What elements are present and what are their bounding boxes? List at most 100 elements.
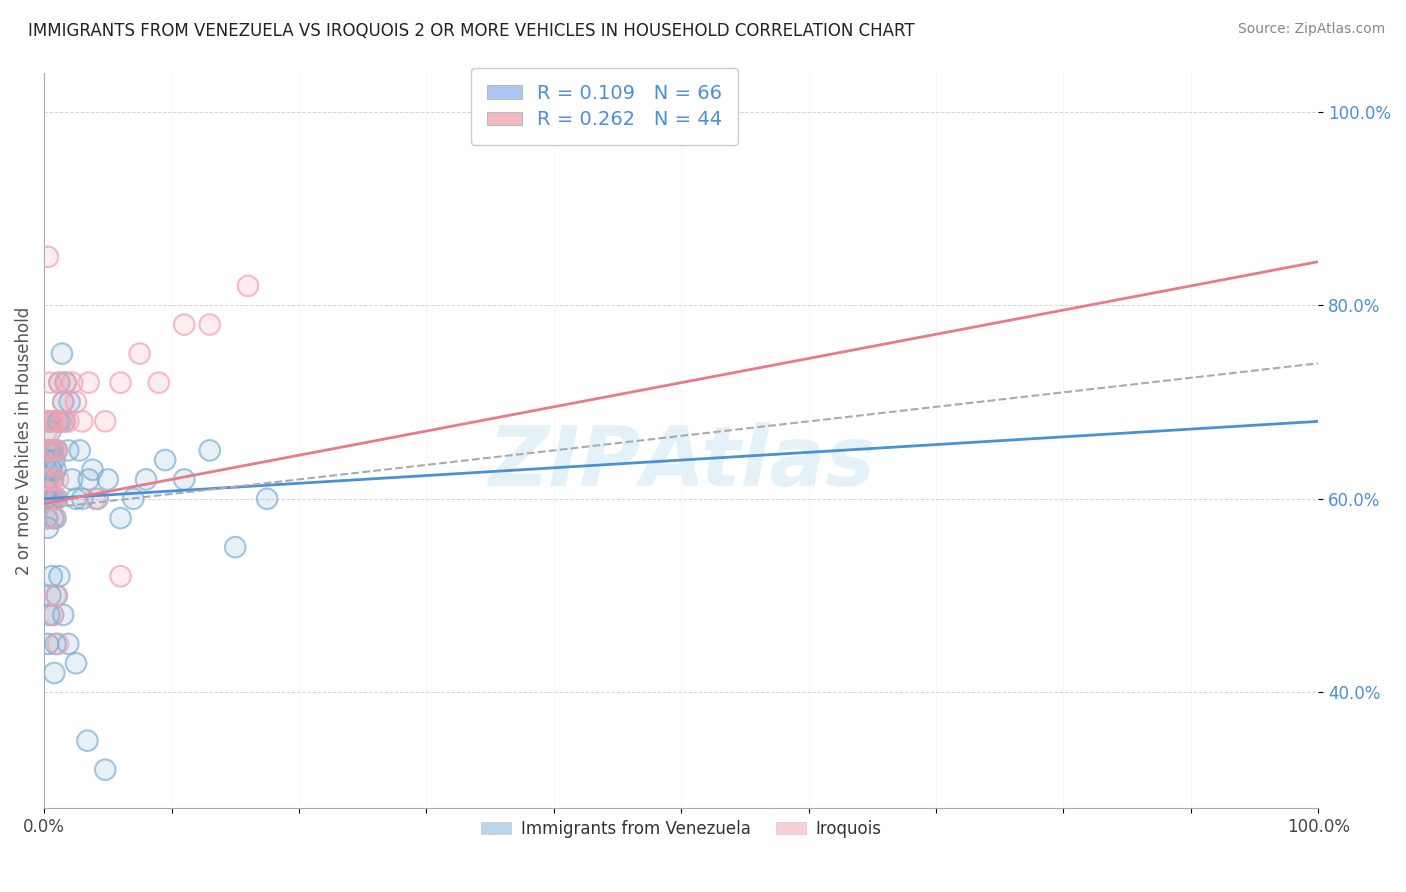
Point: [34, 472, 56, 486]
Point: [51, 346, 73, 360]
Point: [173, 318, 195, 332]
Point: [48, 376, 70, 390]
Point: [37, 472, 59, 486]
Point: [35, 463, 58, 477]
Point: [45, 443, 67, 458]
Point: [45, 491, 67, 506]
Point: [38, 443, 60, 458]
Point: [135, 472, 157, 486]
Point: [39, 376, 62, 390]
Point: [72, 414, 94, 428]
Point: [44, 511, 66, 525]
Point: [37, 472, 59, 486]
Point: [48, 569, 70, 583]
Point: [65, 657, 87, 671]
Point: [65, 491, 87, 506]
Point: [52, 395, 75, 409]
Point: [45, 443, 67, 458]
Point: [34, 491, 56, 506]
Point: [44, 491, 66, 506]
Point: [45, 443, 67, 458]
Point: [42, 472, 65, 486]
Point: [34, 453, 56, 467]
Point: [42, 443, 65, 458]
Point: [53, 414, 76, 428]
Point: [69, 443, 91, 458]
Point: [49, 414, 72, 428]
Point: [72, 414, 94, 428]
Point: [45, 511, 67, 525]
Point: [60, 376, 83, 390]
Point: [37, 491, 59, 506]
Point: [58, 443, 80, 458]
Point: [58, 637, 80, 651]
Point: [52, 607, 75, 622]
Point: [236, 278, 259, 293]
Point: [110, 376, 132, 390]
Point: [45, 491, 67, 506]
Point: [34, 472, 56, 486]
Point: [60, 472, 83, 486]
Point: [41, 569, 63, 583]
Point: [224, 540, 246, 554]
Point: [52, 395, 75, 409]
Point: [42, 607, 65, 622]
Point: [53, 414, 76, 428]
Point: [35, 443, 58, 458]
Point: [34, 472, 56, 486]
Point: [65, 491, 87, 506]
Point: [76, 733, 98, 747]
Point: [82, 463, 104, 477]
Point: [42, 472, 65, 486]
Point: [45, 491, 67, 506]
Point: [48, 569, 70, 583]
Point: [198, 318, 221, 332]
Point: [44, 453, 66, 467]
Point: [52, 395, 75, 409]
Point: [45, 463, 67, 477]
Point: [148, 376, 170, 390]
Point: [55, 376, 77, 390]
Point: [38, 491, 60, 506]
Point: [173, 318, 195, 332]
Point: [45, 511, 67, 525]
Point: [236, 278, 259, 293]
Point: [42, 414, 65, 428]
Point: [110, 376, 132, 390]
Point: [37, 511, 59, 525]
Point: [35, 443, 58, 458]
Point: [58, 443, 80, 458]
Point: [45, 589, 67, 603]
Point: [110, 511, 132, 525]
Point: [53, 414, 76, 428]
Point: [45, 491, 67, 506]
Y-axis label: 2 or more Vehicles in Household: 2 or more Vehicles in Household: [15, 307, 32, 574]
Point: [37, 472, 59, 486]
Point: [38, 491, 60, 506]
Point: [94, 763, 117, 777]
Point: [224, 540, 246, 554]
Point: [42, 443, 65, 458]
Point: [72, 491, 94, 506]
Point: [97, 472, 120, 486]
Point: [128, 346, 150, 360]
Point: [35, 424, 58, 438]
Point: [39, 589, 62, 603]
Point: [42, 472, 65, 486]
Point: [37, 472, 59, 486]
Text: Source: ZipAtlas.com: Source: ZipAtlas.com: [1237, 22, 1385, 37]
Point: [173, 472, 195, 486]
Point: [46, 472, 69, 486]
Point: [60, 472, 83, 486]
Point: [37, 637, 59, 651]
Point: [55, 376, 77, 390]
Point: [45, 414, 67, 428]
Point: [37, 250, 59, 264]
Point: [34, 472, 56, 486]
Point: [45, 637, 67, 651]
Point: [37, 521, 59, 535]
Point: [41, 463, 63, 477]
Legend: Immigrants from Venezuela, Iroquois: Immigrants from Venezuela, Iroquois: [474, 813, 889, 844]
Point: [39, 376, 62, 390]
Point: [256, 491, 278, 506]
